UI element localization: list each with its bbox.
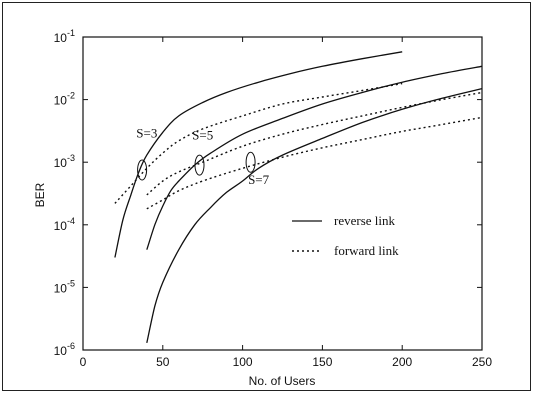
series-line-s5-solid xyxy=(146,65,483,250)
annotation-s7: S=7 xyxy=(248,172,270,187)
x-tick-label: 50 xyxy=(156,355,170,369)
ellipse-marker xyxy=(194,154,205,176)
x-tick-label: 0 xyxy=(80,355,87,369)
y-tick-label: 10-2 xyxy=(54,91,75,108)
plot-area xyxy=(82,36,483,351)
y-tick-label: 10-6 xyxy=(54,341,75,358)
x-tick-label: 250 xyxy=(472,355,492,369)
x-axis-label: No. of Users xyxy=(249,374,316,388)
annotations-layer: S=3 S=5 S=7 xyxy=(136,125,269,187)
series-line-s3-solid xyxy=(114,51,403,258)
series-line-s7-dotted xyxy=(146,116,483,210)
y-tick-label: 10-1 xyxy=(54,28,75,45)
y-tick-label: 10-5 xyxy=(54,278,75,295)
x-tick-label: 150 xyxy=(312,355,332,369)
figure-frame xyxy=(2,2,531,391)
x-tick-label: 100 xyxy=(233,355,253,369)
ellipse-marker xyxy=(245,151,256,173)
y-tick-label: 10-4 xyxy=(54,216,75,233)
annotation-s3: S=3 xyxy=(136,125,157,140)
series-line-s3-dotted xyxy=(114,82,403,204)
legend-label-forward-link: forward link xyxy=(334,243,399,258)
ticks-layer: 0 50 100 150 200 250 10-6 10-5 10-4 10-3 10-2 10-1 xyxy=(54,28,493,369)
curves-layer xyxy=(114,51,483,344)
y-axis-label: BER xyxy=(33,182,47,207)
legend: reverse link forward link xyxy=(292,213,399,258)
markers-layer xyxy=(137,151,256,181)
series-line-s7-solid xyxy=(146,87,483,344)
series-line-s5-dotted xyxy=(146,91,483,196)
annotation-s5: S=5 xyxy=(192,128,213,143)
ellipse-marker xyxy=(137,159,148,181)
x-tick-label: 200 xyxy=(392,355,412,369)
legend-label-reverse-link: reverse link xyxy=(334,213,396,228)
y-tick-label: 10-3 xyxy=(54,153,75,170)
